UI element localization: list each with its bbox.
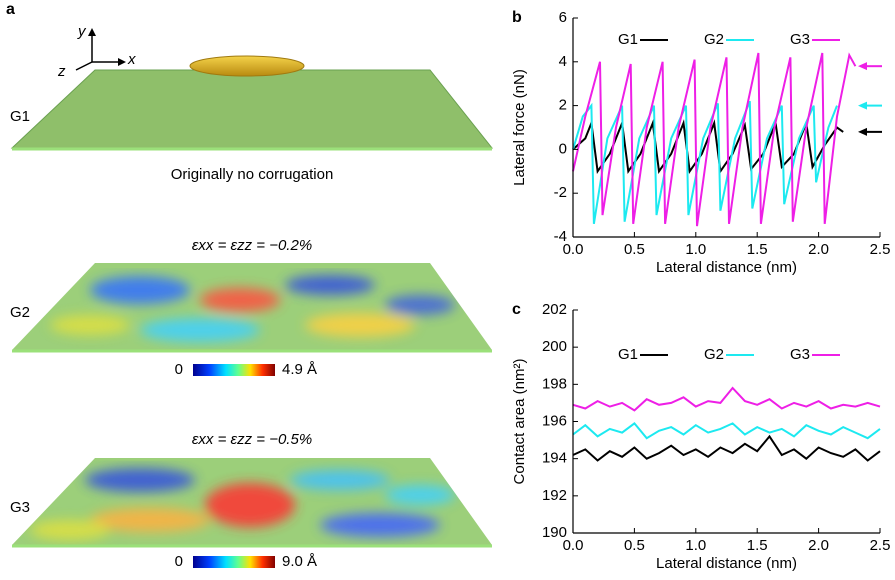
caption: Originally no corrugation bbox=[171, 166, 334, 183]
y-tick-label: 200 bbox=[542, 338, 567, 355]
slab-label: G3 bbox=[10, 499, 30, 516]
x-tick-label: 0.0 bbox=[563, 537, 584, 554]
y-tick-label: 4 bbox=[559, 53, 567, 70]
arrow-head bbox=[118, 58, 126, 66]
legend-label: G2 bbox=[704, 346, 724, 363]
slab-g2 bbox=[12, 263, 492, 350]
strain-label: εxx = εzz = −0.2% bbox=[192, 237, 312, 254]
y-tick-label: 192 bbox=[542, 487, 567, 504]
axis-name: y bbox=[77, 23, 87, 40]
end-arrow-head bbox=[858, 62, 867, 71]
panel-letter: b bbox=[512, 9, 522, 26]
slab-label: G1 bbox=[10, 108, 30, 125]
x-tick-label: 2.5 bbox=[870, 537, 891, 554]
x-tick-label: 1.5 bbox=[747, 537, 768, 554]
y-tick-label: 2 bbox=[559, 97, 567, 114]
panel-a: a y x z G1 Originally no corrugation εxx… bbox=[6, 1, 494, 570]
color-bar bbox=[193, 364, 275, 376]
legend-label: G2 bbox=[704, 31, 724, 48]
x-tick-label: 0.0 bbox=[563, 241, 584, 258]
scale-max: 9.0 Å bbox=[282, 553, 317, 570]
panel-letter: c bbox=[512, 301, 521, 318]
x-tick-label: 0.5 bbox=[624, 537, 645, 554]
x-axis-title: Lateral distance (nm) bbox=[656, 259, 797, 276]
x-axis-title: Lateral distance (nm) bbox=[656, 555, 797, 572]
x-tick-label: 2.0 bbox=[808, 537, 829, 554]
data-line bbox=[572, 434, 881, 462]
panel-letter: a bbox=[6, 1, 15, 18]
end-arrow-head bbox=[858, 127, 867, 136]
y-axis-title: Lateral force (nN) bbox=[511, 69, 528, 186]
x-tick-label: 1.5 bbox=[747, 241, 768, 258]
arrow-head bbox=[88, 28, 96, 36]
y-tick-label: 6 bbox=[559, 9, 567, 26]
y-tick-label: 202 bbox=[542, 301, 567, 318]
axis-arrow bbox=[75, 61, 93, 71]
legend-label: G1 bbox=[618, 31, 638, 48]
x-tick-label: 1.0 bbox=[685, 537, 706, 554]
graphene-slab bbox=[10, 69, 494, 149]
y-tick-label: 198 bbox=[542, 375, 567, 392]
y-tick-label: 194 bbox=[542, 450, 567, 467]
panel-b: b G1 G2 G3 -4 -2 0 2 4 6 0.0 0.5 1.0 1.5 2.0 2.5 Lateral… bbox=[511, 9, 890, 276]
x-tick-label: 2.5 bbox=[870, 241, 891, 258]
y-tick-label: 190 bbox=[542, 524, 567, 541]
legend-label: G3 bbox=[790, 346, 810, 363]
color-bar bbox=[193, 556, 275, 568]
x-tick-label: 1.0 bbox=[685, 241, 706, 258]
data-line bbox=[572, 100, 838, 225]
y-tick-label: -2 bbox=[554, 184, 567, 201]
scale-max: 4.9 Å bbox=[282, 361, 317, 378]
slab-g3 bbox=[12, 458, 492, 545]
axis-name: x bbox=[127, 51, 136, 68]
y-axis-title: Contact area (nm²) bbox=[511, 359, 528, 485]
scale-min: 0 bbox=[175, 553, 183, 570]
strain-label: εxx = εzz = −0.5% bbox=[192, 431, 312, 448]
data-line bbox=[572, 422, 881, 440]
legend-label: G3 bbox=[790, 31, 810, 48]
y-tick-label: 196 bbox=[542, 412, 567, 429]
tip bbox=[189, 55, 305, 77]
x-tick-label: 0.5 bbox=[624, 241, 645, 258]
axis-name: z bbox=[57, 63, 66, 80]
scale-min: 0 bbox=[175, 361, 183, 378]
panel-c: c G1 G2 G3 190 192 194 196 198 200 202 0.0 0.5 1.0 1.5… bbox=[511, 301, 890, 572]
data-line bbox=[572, 386, 881, 412]
y-tick-label: -4 bbox=[554, 228, 567, 245]
end-arrow-head bbox=[858, 101, 867, 110]
legend-label: G1 bbox=[618, 346, 638, 363]
slab-label: G2 bbox=[10, 304, 30, 321]
x-tick-label: 2.0 bbox=[808, 241, 829, 258]
y-tick-label: 0 bbox=[559, 140, 567, 157]
data-line bbox=[572, 52, 857, 227]
